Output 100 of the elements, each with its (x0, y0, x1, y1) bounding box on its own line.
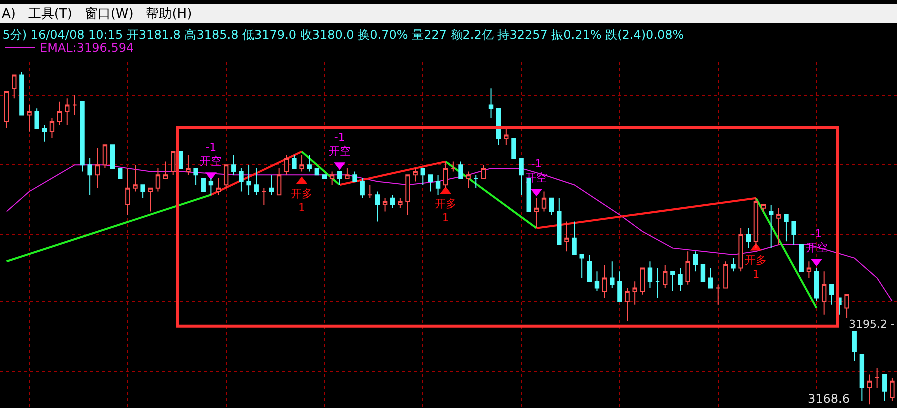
candlestick (655, 268, 660, 299)
candlestick (700, 264, 706, 282)
candlestick (670, 271, 676, 292)
candlestick (754, 198, 759, 249)
annotation: 3195.2 - (849, 318, 895, 331)
candlestick (451, 161, 456, 172)
candlestick (519, 158, 524, 196)
candlestick (330, 171, 335, 186)
candlestick (746, 228, 751, 249)
candlestick (852, 330, 857, 362)
candlestick (413, 168, 418, 182)
candlestick (436, 174, 441, 196)
candlestick (814, 268, 820, 302)
candlestick (549, 198, 554, 216)
candlestick (686, 251, 690, 286)
candlestick (768, 204, 774, 249)
candlestick (368, 184, 373, 199)
candlestick (640, 268, 646, 296)
candlestick (784, 214, 789, 242)
candlestick (72, 94, 78, 116)
candlestick (466, 171, 471, 189)
candlestick (382, 198, 388, 212)
candlestick (716, 284, 721, 306)
candlestick (390, 194, 396, 209)
candlestick (102, 144, 108, 169)
candlestick (512, 138, 516, 159)
candlestick (148, 188, 153, 212)
candlestick (246, 164, 252, 196)
candlestick (88, 158, 92, 196)
candlestick (262, 188, 267, 206)
candlestick (792, 221, 796, 246)
candlestick (276, 168, 282, 196)
candlestick (580, 254, 584, 279)
candlestick (307, 154, 312, 172)
candlestick (300, 154, 304, 172)
candlestick (12, 74, 17, 100)
candlestick (708, 268, 714, 289)
candlestick (428, 174, 434, 192)
candlestick (648, 261, 653, 289)
candlestick (27, 104, 32, 132)
candlestick (602, 264, 608, 299)
candlestick (610, 261, 615, 289)
candlestick (594, 271, 600, 292)
candlestick (504, 128, 509, 146)
candlestick (458, 161, 464, 179)
candlestick (314, 168, 320, 176)
candlestick (693, 251, 698, 272)
candlestick (194, 168, 198, 186)
candlestick (799, 244, 804, 272)
candlestick (20, 71, 24, 116)
annotation: 3168.6 (808, 392, 850, 406)
candlestick (488, 88, 494, 120)
candlestick (867, 374, 872, 406)
candlestick (140, 184, 146, 199)
candlestick (156, 168, 161, 192)
candlestick (776, 208, 782, 246)
candlestick (163, 161, 168, 179)
candlestick (80, 101, 85, 172)
candlestick (57, 101, 62, 126)
candlestick (126, 168, 130, 216)
candlestick (731, 258, 736, 272)
candlestick (844, 294, 850, 319)
candlestick (534, 198, 540, 229)
candlestick (232, 154, 236, 176)
candlestick (874, 368, 880, 389)
candlestick (663, 264, 668, 289)
chart-title: 5分) 16/04/08 10:15 开3181.8 高3185.8 低3179.0 收3180.0 换0.70% 量227 额2.2亿 持32257 振0.21% 跌(2.4)0.08% (2, 28, 684, 42)
candlestick (224, 164, 229, 189)
candlestick (860, 354, 865, 402)
legend-label: EMAL:3196.594 (40, 41, 134, 56)
candlestick (398, 198, 403, 209)
text: -1 开空 (200, 140, 222, 168)
series-label: 开多 1 (291, 187, 314, 215)
text: 开多 1 (434, 197, 457, 225)
candlestick (822, 271, 827, 316)
candlestick (352, 171, 358, 182)
candlestick (186, 154, 191, 176)
candlestick (564, 221, 570, 252)
candlestick (375, 191, 380, 222)
candlestick (170, 151, 176, 176)
candlestick (542, 191, 547, 212)
candlestick (625, 288, 630, 322)
candlestick (239, 168, 244, 192)
candlestick (292, 154, 297, 169)
candlestick (95, 148, 100, 189)
candlestick (338, 171, 342, 186)
candlestick (481, 164, 486, 179)
candlestick (632, 281, 638, 306)
candlestick (216, 178, 222, 196)
candlestick (360, 178, 365, 199)
candlestick (882, 374, 888, 402)
candlestick (618, 271, 622, 302)
candlestick (738, 228, 744, 272)
candlestick (572, 221, 577, 256)
candlestick (50, 118, 55, 140)
candlestick (284, 154, 290, 176)
candlestick (806, 261, 812, 279)
text: 开多 1 (745, 254, 768, 282)
candlestick (42, 124, 48, 142)
candlestick (178, 151, 184, 169)
